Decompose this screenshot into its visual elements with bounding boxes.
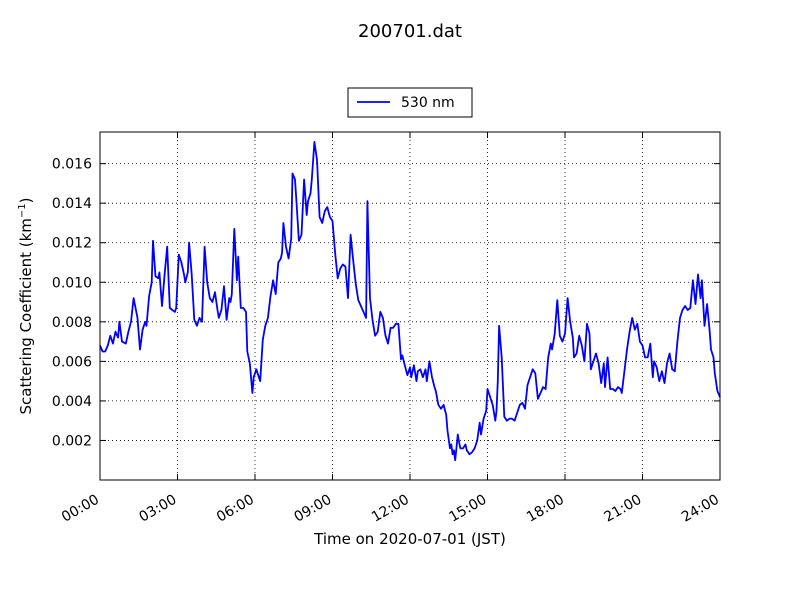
- axis-ticks: [99, 132, 721, 480]
- y-tick-label: 0.008: [52, 315, 92, 331]
- chart-title: 200701.dat: [358, 21, 462, 42]
- y-tick-label: 0.004: [52, 394, 92, 410]
- y-tick-label: 0.002: [52, 433, 92, 449]
- x-tick-label: 06:00: [214, 492, 257, 526]
- y-tick-label: 0.010: [52, 275, 92, 291]
- x-tick-label: 09:00: [292, 492, 335, 526]
- y-tick-label: 0.006: [52, 354, 92, 370]
- x-tick-label: 18:00: [524, 492, 567, 526]
- y-tick-label: 0.012: [52, 236, 92, 252]
- legend: 530 nm: [347, 87, 473, 118]
- x-axis-label: Time on 2020-07-01 (JST): [313, 530, 506, 548]
- grid: [100, 132, 720, 480]
- legend-label: 530 nm: [401, 95, 455, 111]
- y-axis-label-main: Scattering Coefficient (km: [17, 218, 35, 414]
- y-axis-label-superscript: −1: [17, 203, 28, 218]
- y-axis-label: Scattering Coefficient (km−1): [17, 197, 35, 414]
- plot-frame: [99, 131, 721, 481]
- x-tick-label: 24:00: [679, 492, 722, 526]
- y-tick-label: 0.016: [52, 157, 92, 173]
- x-tick-label: 00:00: [59, 492, 102, 526]
- x-tick-label: 15:00: [447, 492, 490, 526]
- y-axis-label-end: ): [17, 197, 35, 203]
- x-tick-label: 12:00: [369, 492, 412, 526]
- x-tick-label: 03:00: [137, 492, 180, 526]
- y-tick-labels: 0.002 0.004 0.006 0.008 0.010 0.012 0.014 0.016: [52, 157, 92, 450]
- series-line: [99, 141, 721, 462]
- x-tick-label: 21:00: [602, 492, 645, 526]
- y-tick-label: 0.014: [52, 196, 92, 212]
- x-tick-labels: 00:00 03:00 06:00 09:00 12:00 15:00 18:00 21:00…: [59, 492, 722, 526]
